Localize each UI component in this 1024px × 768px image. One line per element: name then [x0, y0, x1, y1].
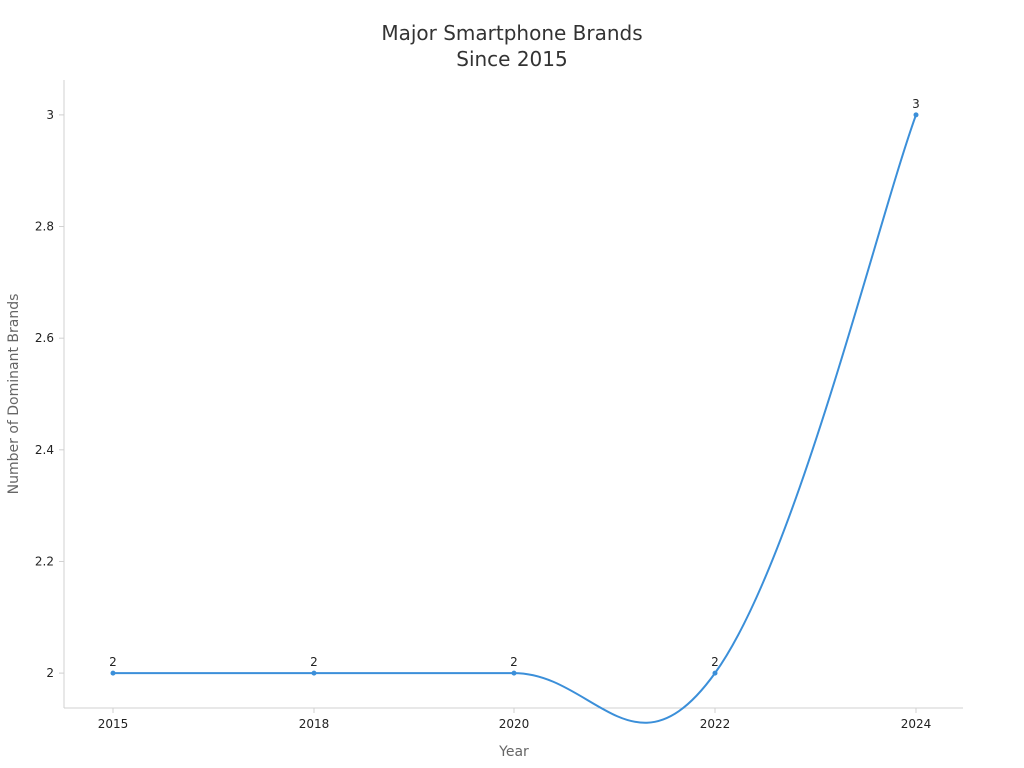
y-axis-ticks: 2 2.2 2.4 2.6 2.8 3: [35, 108, 64, 680]
x-tick-label: 2015: [98, 717, 129, 731]
y-tick-label: 3: [46, 108, 54, 122]
data-label: 2: [510, 655, 518, 669]
x-tick-label: 2022: [700, 717, 731, 731]
x-axis-ticks: 2015 2018 2020 2022 2024: [98, 708, 932, 731]
data-label: 2: [109, 655, 117, 669]
chart-title: Major Smartphone Brands Since 2015: [381, 21, 642, 71]
data-point: [913, 112, 919, 118]
y-tick-label: 2.4: [35, 443, 54, 457]
x-axis-title: Year: [498, 744, 529, 760]
chart-title-line-1: Major Smartphone Brands: [381, 21, 642, 45]
data-point: [511, 670, 517, 676]
y-tick-label: 2: [46, 666, 54, 680]
data-label: 3: [912, 97, 920, 111]
series-line: [113, 114, 917, 724]
data-labels: 2 2 2 2 3: [109, 97, 920, 669]
x-tick-label: 2018: [299, 717, 330, 731]
y-tick-label: 2.6: [35, 331, 54, 345]
chart-title-line-2: Since 2015: [456, 47, 567, 71]
x-tick-label: 2020: [499, 717, 530, 731]
data-point: [110, 670, 116, 676]
data-label: 2: [711, 655, 719, 669]
data-label: 2: [310, 655, 318, 669]
y-axis-title: Number of Dominant Brands: [6, 294, 22, 495]
data-point: [712, 670, 718, 676]
data-points: [110, 112, 919, 676]
axes: [63, 80, 963, 709]
y-tick-label: 2.8: [35, 220, 54, 234]
x-tick-label: 2024: [901, 717, 932, 731]
y-tick-label: 2.2: [35, 554, 54, 568]
data-point: [311, 670, 317, 676]
